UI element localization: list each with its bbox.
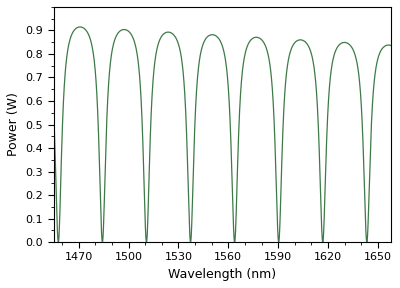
Y-axis label: Power (W): Power (W) bbox=[7, 92, 20, 156]
X-axis label: Wavelength (nm): Wavelength (nm) bbox=[168, 268, 276, 281]
